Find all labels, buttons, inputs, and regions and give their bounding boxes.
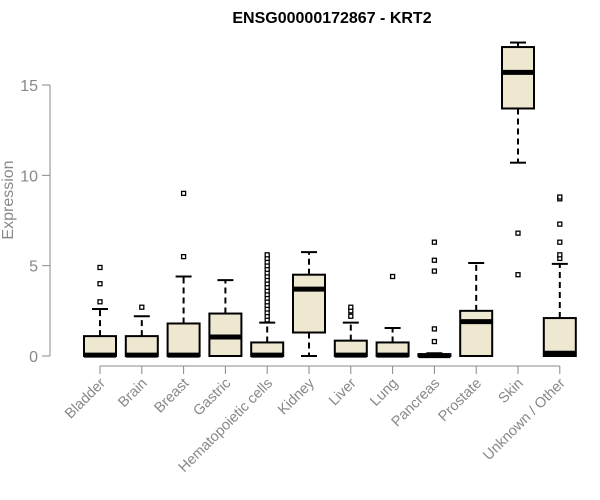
outlier-point <box>431 257 438 263</box>
box-iqr <box>501 46 535 110</box>
outlier-point <box>97 264 103 271</box>
box-brain <box>124 304 159 358</box>
outlier-point <box>348 304 354 310</box>
y-tick-label: 10 <box>20 168 38 185</box>
outlier-point <box>348 313 354 319</box>
outlier-point <box>180 190 187 197</box>
outlier-point <box>431 326 438 332</box>
y-tick-label: 15 <box>20 78 38 95</box>
box-iqr <box>166 322 201 358</box>
chart-title: ENSG00000172867 - KRT2 <box>232 10 431 27</box>
x-tick-label: Prostate <box>436 376 485 425</box>
x-tick-label: Kidney <box>275 375 318 418</box>
x-tick-label: Skin <box>496 376 527 407</box>
outlier-point <box>180 253 187 260</box>
outlier-point <box>97 281 103 287</box>
box-skin <box>501 41 535 278</box>
box-kidney <box>292 251 326 357</box>
x-tick-label: Breast <box>151 376 192 417</box>
x-tick-label: Bladder <box>62 375 109 422</box>
box-hematopoietic-cells <box>250 252 285 358</box>
outlier-point <box>264 252 270 258</box>
box-bladder <box>83 264 117 358</box>
outlier-point <box>139 304 145 310</box>
box-iqr <box>292 273 326 334</box>
x-tick-label: Liver <box>326 375 360 409</box>
box-plot-series <box>83 41 577 359</box>
outlier-point <box>515 230 521 236</box>
outlier-point <box>389 273 396 280</box>
box-unknown-other <box>542 194 577 357</box>
outlier-point <box>557 194 563 200</box>
x-tick-label: Lung <box>367 376 401 410</box>
box-gastric <box>208 279 243 357</box>
y-tick-label: 0 <box>29 349 38 366</box>
outlier-point <box>431 268 438 274</box>
outlier-point <box>515 272 521 278</box>
y-axis: 0 5 10 15 <box>20 78 51 366</box>
box-iqr <box>542 317 577 357</box>
outlier-point <box>97 299 103 305</box>
y-tick-label: 5 <box>29 259 38 276</box>
outlier-point <box>557 252 563 258</box>
outlier-point <box>557 239 563 245</box>
box-prostate <box>459 261 494 358</box>
box-liver <box>333 304 368 358</box>
x-tick-label: Brain <box>115 376 150 411</box>
y-axis-label: Expression <box>0 160 17 239</box>
box-pancreas <box>417 239 452 359</box>
outlier-point <box>431 239 438 245</box>
box-iqr <box>459 309 494 358</box>
outlier-point <box>431 338 438 345</box>
box-breast <box>166 190 201 358</box>
outlier-point <box>557 221 563 227</box>
box-lung <box>375 273 410 358</box>
